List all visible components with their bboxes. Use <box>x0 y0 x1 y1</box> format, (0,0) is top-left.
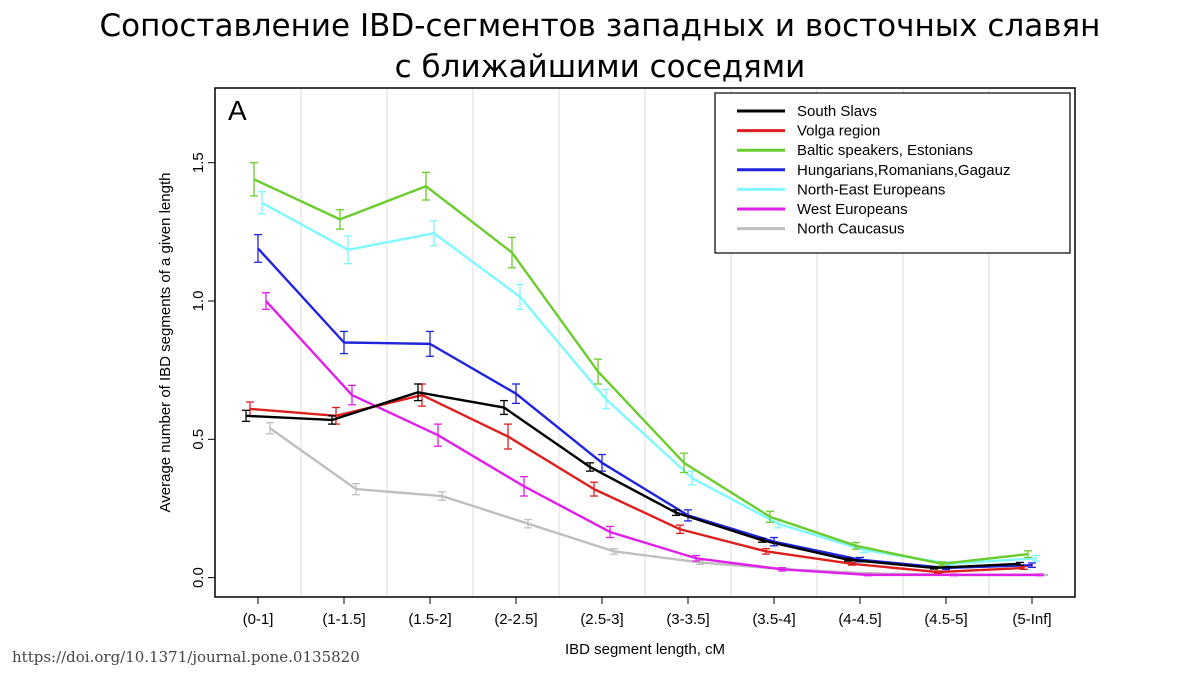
y-tick-label-0: 0.0 <box>190 567 207 588</box>
legend-label-5: West Europeans <box>797 201 908 218</box>
x-tick-label-3: (2-2.5] <box>494 611 537 628</box>
panel-label: A <box>228 95 247 126</box>
legend-box <box>714 92 1071 254</box>
x-tick-label-5: (3-3.5] <box>666 611 709 628</box>
series-layer <box>242 162 1048 577</box>
series-5 <box>262 292 1044 577</box>
x-tick-label-9: (5-Inf] <box>1012 611 1051 628</box>
x-tick-label-2: (1.5-2] <box>408 611 451 628</box>
y-tick-label-2: 1.0 <box>190 291 207 312</box>
series-line-2 <box>253 178 1029 566</box>
legend-label-4: North-East Europeans <box>797 181 945 198</box>
series-line-4 <box>261 201 1037 566</box>
legend-label-2: Baltic speakers, Estonians <box>797 142 973 159</box>
axes: (0-1] (1-1.5] (1.5-2] (2-2.5] (2.5-3] (3-3.5]… <box>190 152 1052 628</box>
legend-label-1: Volga region <box>797 123 880 140</box>
x-axis-label: IBD segment length, cM <box>565 641 725 658</box>
slide-title-line-1: Сопоставление IBD-сегментов западных и в… <box>99 8 1101 44</box>
series-2 <box>250 162 1032 567</box>
legend-label-6: North Caucasus <box>797 221 905 238</box>
x-tick-label-7: (4-4.5] <box>838 611 881 628</box>
source-doi-link[interactable]: https://doi.org/10.1371/journal.pone.013… <box>12 648 360 666</box>
x-tick-label-8: (4.5-5] <box>924 611 967 628</box>
series-line-0 <box>245 391 1021 570</box>
y-tick-label-3: 1.5 <box>190 152 207 173</box>
series-0 <box>242 383 1024 570</box>
y-axis-label: Average number of IBD segments of a give… <box>157 173 174 513</box>
x-tick-label-4: (2.5-3] <box>580 611 623 628</box>
plot-frame <box>214 87 1076 598</box>
legend-label-3: Hungarians,Romanians,Gagauz <box>797 162 1010 179</box>
slide-title: Сопоставление IBD-сегментов западных и в… <box>0 6 1200 88</box>
series-line-5 <box>265 300 1040 577</box>
slide-title-line-2: с ближайшими соседями <box>394 49 806 85</box>
y-tick-label-1: 0.5 <box>190 429 207 450</box>
legend: South Slavs Volga region Baltic speakers, … <box>714 92 1071 254</box>
x-tick-label-1: (1-1.5] <box>322 611 365 628</box>
x-tick-label-0: (0-1] <box>243 611 274 628</box>
legend-label-0: South Slavs <box>797 103 877 120</box>
x-tick-label-6: (3.5-4] <box>752 611 795 628</box>
